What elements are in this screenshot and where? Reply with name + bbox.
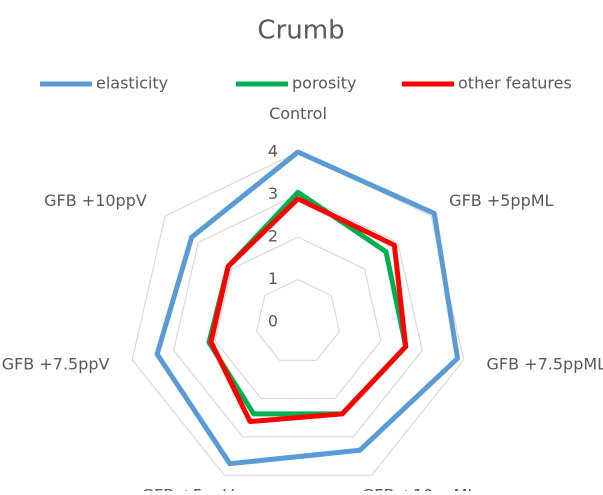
category-label: GFB +10ppV <box>44 191 147 210</box>
legend-label: other features <box>458 74 572 93</box>
legend-label: elasticity <box>96 74 168 93</box>
r-tick-label: 0 <box>268 312 278 331</box>
category-label: GFB +5ppML <box>449 191 553 210</box>
grid-ring <box>214 236 382 400</box>
grid-ring <box>255 278 341 361</box>
category-label: Control <box>269 104 327 123</box>
series-line <box>208 196 409 425</box>
r-tick-label: 2 <box>268 227 278 246</box>
category-label: GFB +5ppV <box>142 486 235 491</box>
legend-label: porosity <box>292 74 356 93</box>
series-line <box>154 149 461 467</box>
r-tick-label: 3 <box>268 184 278 203</box>
chart-title: Crumb <box>257 16 344 46</box>
r-tick-label: 4 <box>268 142 278 161</box>
category-label: GFB +7.5ppV <box>2 355 110 374</box>
category-label: GFB +7.5ppML <box>487 355 603 374</box>
category-label: GFB +10ppML <box>362 486 477 491</box>
grid-ring <box>173 193 423 438</box>
r-tick-label: 1 <box>268 269 278 288</box>
